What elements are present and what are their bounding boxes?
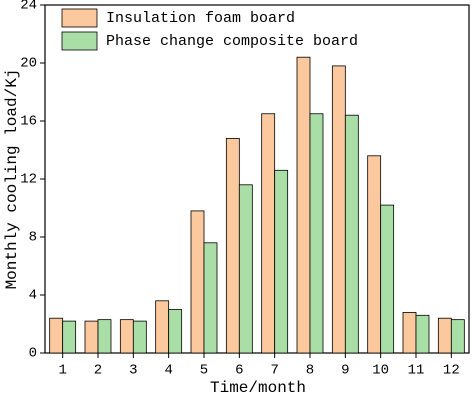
- bar: [380, 204, 395, 354]
- x-tick-label: 12: [443, 363, 460, 379]
- plot-frame: [44, 4, 470, 354]
- x-tick-label: 4: [164, 363, 172, 379]
- bar: [62, 320, 77, 354]
- bar: [238, 184, 253, 354]
- bar: [119, 319, 134, 354]
- legend-label: Phase change composite board: [106, 33, 358, 50]
- y-tick-label: 0: [29, 346, 37, 362]
- bar: [309, 113, 324, 354]
- bar: [450, 319, 465, 354]
- x-tick-label: 1: [58, 363, 66, 379]
- legend-swatch: [61, 31, 98, 51]
- x-tick-label: 10: [372, 363, 389, 379]
- bar: [402, 311, 417, 354]
- x-tick-label: 3: [129, 363, 137, 379]
- bar: [367, 155, 382, 354]
- legend-swatch: [61, 8, 98, 28]
- bar: [97, 319, 112, 354]
- bar: [261, 113, 276, 354]
- bar: [168, 309, 183, 354]
- x-tick-label: 7: [270, 363, 278, 379]
- x-tick-label: 6: [235, 363, 243, 379]
- x-tick-label: 8: [306, 363, 314, 379]
- bar: [296, 56, 311, 354]
- y-tick-label: 4: [29, 288, 37, 304]
- bar: [190, 210, 205, 354]
- bar: [274, 169, 289, 354]
- legend-label: Insulation foam board: [106, 10, 295, 27]
- x-tick-label: 9: [341, 363, 349, 379]
- y-axis-title: Monthly cooling load/Kj: [3, 69, 21, 290]
- bar: [415, 314, 430, 354]
- bar: [49, 317, 64, 354]
- y-tick-label: 12: [20, 172, 37, 188]
- y-tick-label: 24: [20, 0, 37, 14]
- bar: [132, 320, 147, 354]
- x-tick-label: 2: [94, 363, 102, 379]
- y-tick-label: 16: [20, 114, 37, 130]
- bar: [155, 300, 170, 354]
- bar: [84, 320, 99, 354]
- bar: [331, 65, 346, 354]
- x-tick-label: 5: [200, 363, 208, 379]
- y-tick-label: 8: [29, 230, 37, 246]
- bar: [225, 137, 240, 354]
- bar: [203, 242, 218, 354]
- bar: [437, 317, 452, 354]
- bar: [344, 114, 359, 354]
- x-axis-title: Time/month: [210, 379, 306, 397]
- x-tick-label: 11: [408, 363, 425, 379]
- y-tick-label: 20: [20, 56, 37, 72]
